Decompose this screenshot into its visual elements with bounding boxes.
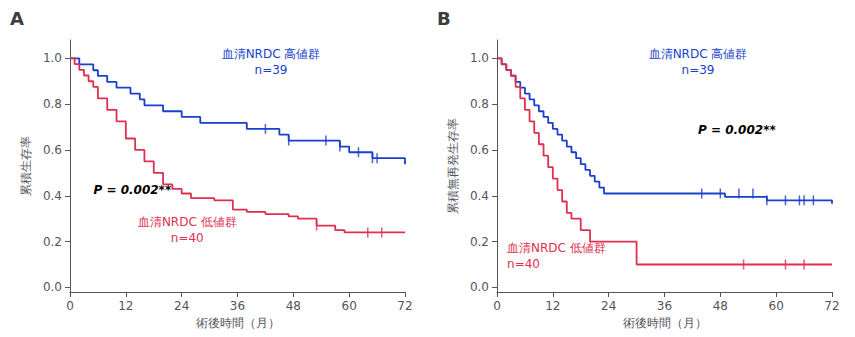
svg-text:血清NRDC 低値群: 血清NRDC 低値群 — [138, 215, 237, 229]
svg-text:0.0: 0.0 — [470, 280, 489, 294]
svg-text:60: 60 — [342, 299, 357, 313]
svg-text:48: 48 — [286, 299, 301, 313]
svg-text:48: 48 — [713, 299, 728, 313]
svg-text:0.4: 0.4 — [470, 189, 489, 203]
svg-text:0.8: 0.8 — [470, 97, 489, 111]
svg-text:累積生存率: 累積生存率 — [19, 136, 33, 196]
svg-text:術後時間（月）: 術後時間（月） — [196, 316, 280, 330]
svg-text:36: 36 — [230, 299, 245, 313]
svg-text:24: 24 — [601, 299, 616, 313]
svg-text:0.8: 0.8 — [43, 97, 62, 111]
svg-text:n=39: n=39 — [255, 63, 288, 77]
svg-text:60: 60 — [769, 299, 784, 313]
svg-text:0: 0 — [66, 299, 74, 313]
svg-text:P = 0.002**: P = 0.002** — [93, 183, 171, 197]
svg-text:n=40: n=40 — [507, 257, 540, 271]
svg-text:B: B — [437, 8, 451, 29]
svg-text:血清NRDC 低値群: 血清NRDC 低値群 — [507, 241, 606, 255]
svg-text:n=39: n=39 — [682, 63, 715, 77]
svg-text:0.6: 0.6 — [43, 143, 62, 157]
svg-text:0: 0 — [493, 299, 501, 313]
svg-text:P = 0.002**: P = 0.002** — [698, 123, 776, 137]
svg-text:72: 72 — [397, 299, 412, 313]
svg-text:血清NRDC 高値群: 血清NRDC 高値群 — [222, 47, 321, 61]
svg-text:A: A — [10, 8, 24, 29]
svg-text:1.0: 1.0 — [43, 51, 62, 65]
svg-text:0.0: 0.0 — [43, 280, 62, 294]
svg-text:0.4: 0.4 — [43, 189, 62, 203]
svg-text:12: 12 — [118, 299, 133, 313]
svg-text:36: 36 — [657, 299, 672, 313]
svg-text:0.6: 0.6 — [470, 143, 489, 157]
svg-text:n=40: n=40 — [171, 231, 204, 245]
svg-text:血清NRDC 高値群: 血清NRDC 高値群 — [649, 47, 748, 61]
svg-text:累積無再発生存率: 累積無再発生存率 — [446, 118, 460, 214]
svg-text:1.0: 1.0 — [470, 51, 489, 65]
svg-text:術後時間（月）: 術後時間（月） — [623, 316, 707, 330]
svg-text:24: 24 — [174, 299, 189, 313]
svg-text:72: 72 — [824, 299, 839, 313]
svg-text:12: 12 — [545, 299, 560, 313]
svg-text:0.2: 0.2 — [470, 235, 489, 249]
svg-text:0.2: 0.2 — [43, 235, 62, 249]
